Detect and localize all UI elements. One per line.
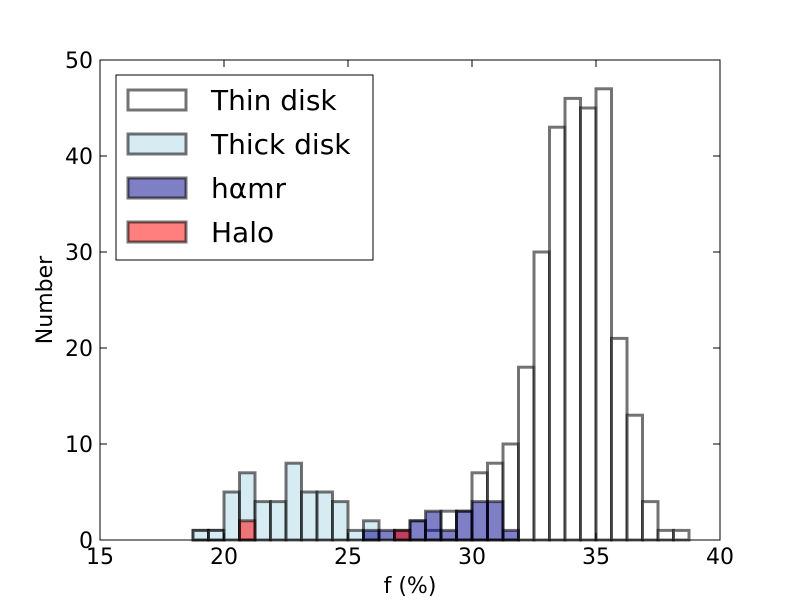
y-tick-label: 0 bbox=[79, 529, 93, 554]
bar-h-mr-bin-11 bbox=[362, 528, 381, 542]
x-tick-label: 30 bbox=[458, 545, 486, 570]
bar-thin-disk-bin-31 bbox=[672, 528, 691, 542]
legend-label-thin-disk: Thin disk bbox=[210, 84, 337, 117]
bar-thick-disk-bin-0 bbox=[191, 528, 210, 542]
series-thick-disk bbox=[191, 461, 381, 542]
y-tick-label: 30 bbox=[65, 241, 93, 266]
ticks-layer: 15 20 25 30 35 40 0 10 20 30 40 50 bbox=[65, 49, 734, 570]
bar-thin-disk-bin-25 bbox=[579, 106, 598, 542]
bar-h-mr-bin-14 bbox=[408, 519, 427, 542]
series-h-mr bbox=[362, 500, 520, 542]
bar-thin-disk-bin-20 bbox=[501, 442, 520, 542]
bar-thick-disk-bin-5 bbox=[269, 500, 288, 542]
bar-thick-disk-bin-4 bbox=[253, 500, 272, 542]
legend-swatch-thick-disk bbox=[126, 132, 188, 156]
x-tick-label: 15 bbox=[86, 545, 114, 570]
y-tick-label: 50 bbox=[65, 49, 93, 74]
bar-thick-disk-bin-2 bbox=[222, 490, 241, 542]
y-tick-label: 20 bbox=[65, 337, 93, 362]
x-tick-label: 35 bbox=[582, 545, 610, 570]
bar-h-mr-bin-18 bbox=[470, 500, 489, 542]
x-tick-label: 20 bbox=[210, 545, 238, 570]
bar-thin-disk-bin-26 bbox=[594, 87, 613, 542]
x-tick-label: 40 bbox=[706, 545, 734, 570]
bar-halo-bin-3 bbox=[238, 519, 257, 542]
bar-thin-disk-bin-29 bbox=[641, 500, 660, 542]
x-axis-title: f (%) bbox=[384, 574, 437, 599]
bar-h-mr-bin-16 bbox=[439, 528, 458, 542]
legend-label-thick-disk: Thick disk bbox=[210, 128, 351, 161]
bar-thin-disk-bin-30 bbox=[656, 528, 675, 542]
bar-h-mr-bin-17 bbox=[455, 509, 474, 542]
bar-thick-disk-bin-1 bbox=[207, 528, 226, 542]
bar-h-mr-bin-12 bbox=[377, 528, 396, 542]
bar-thick-disk-bin-8 bbox=[315, 490, 334, 542]
bar-thin-disk-bin-21 bbox=[517, 365, 536, 542]
plot-frame bbox=[99, 59, 721, 541]
legend-label-h-mr: hαmr bbox=[211, 172, 286, 205]
bar-thin-disk-bin-23 bbox=[548, 125, 567, 542]
bar-thin-disk-bin-24 bbox=[563, 96, 582, 542]
y-axis-title: Number bbox=[33, 255, 58, 344]
legend-label-halo: Halo bbox=[211, 216, 274, 249]
bar-thick-disk-bin-9 bbox=[331, 500, 350, 542]
series-halo bbox=[238, 519, 412, 542]
bar-thin-disk-bin-27 bbox=[610, 336, 629, 542]
legend-swatch-h-mr bbox=[126, 176, 188, 200]
legend-swatch-halo bbox=[126, 220, 188, 244]
bar-thick-disk-bin-7 bbox=[300, 490, 319, 542]
y-tick-label: 10 bbox=[65, 433, 93, 458]
bar-halo-bin-13 bbox=[393, 528, 412, 542]
legend: Thin disk Thick disk hαmr Halo bbox=[115, 74, 374, 261]
bar-thin-disk-bin-28 bbox=[625, 413, 644, 542]
bar-thin-disk-bin-22 bbox=[532, 250, 551, 542]
y-tick-label: 40 bbox=[65, 145, 93, 170]
x-tick-label: 25 bbox=[334, 545, 362, 570]
bar-thick-disk-bin-10 bbox=[346, 528, 365, 542]
bar-thick-disk-bin-6 bbox=[284, 461, 303, 542]
bar-h-mr-bin-19 bbox=[486, 500, 505, 542]
bar-h-mr-bin-15 bbox=[424, 509, 443, 542]
legend-swatch-thin-disk bbox=[126, 88, 188, 112]
bar-h-mr-bin-20 bbox=[501, 528, 520, 542]
